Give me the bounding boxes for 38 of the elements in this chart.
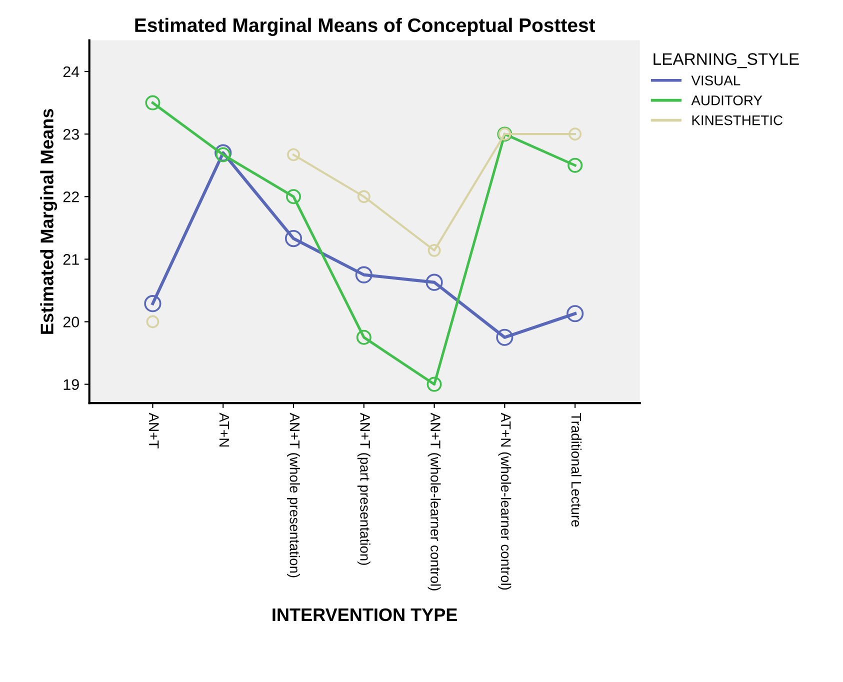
point <box>357 190 370 204</box>
point <box>568 158 583 173</box>
y-tick-label: 20 <box>63 316 80 328</box>
point <box>144 295 162 312</box>
x-tick-label: AN+T (part presentation) <box>357 412 370 565</box>
legend-title: LEARNING_STYLE <box>654 53 799 68</box>
point <box>216 147 231 162</box>
point <box>426 274 443 291</box>
y-tick-label: 21 <box>63 254 79 265</box>
y-tick-label: 23 <box>63 128 79 140</box>
point <box>568 128 582 141</box>
point <box>286 189 301 204</box>
x-tick-label: AN+T (whole-learner control) <box>428 412 441 590</box>
point <box>428 244 441 257</box>
x-axis-title: INTERVENTION TYPE <box>272 608 458 622</box>
point <box>287 148 300 162</box>
point <box>356 330 372 345</box>
point <box>496 328 514 346</box>
point <box>426 376 442 392</box>
y-tick-label: 24 <box>63 66 80 78</box>
legend-label: AUDITORY <box>691 95 762 106</box>
x-tick-label: AT+N (whole-learner control) <box>498 412 512 590</box>
point <box>355 266 372 284</box>
point <box>566 305 584 322</box>
x-tick-label: AN+T <box>149 412 159 448</box>
point <box>284 230 302 248</box>
y-tick-label: 22 <box>63 191 79 202</box>
x-tick-label: AT+N <box>220 412 230 447</box>
point <box>145 95 160 110</box>
y-tick-label: 19 <box>64 379 79 390</box>
x-tick-label: Traditional Lecture <box>571 413 582 527</box>
chart-title: Estimated Marginal Means of Conceptual Posttest <box>135 18 596 36</box>
point <box>146 315 160 328</box>
legend-label: KINESTHETIC <box>692 115 783 126</box>
y-axis-title: Estimated Marginal Means <box>40 109 58 334</box>
point <box>214 144 232 162</box>
x-tick-label: AN+T (whole presentation) <box>287 412 300 578</box>
legend-label: VISUAL <box>691 76 740 86</box>
